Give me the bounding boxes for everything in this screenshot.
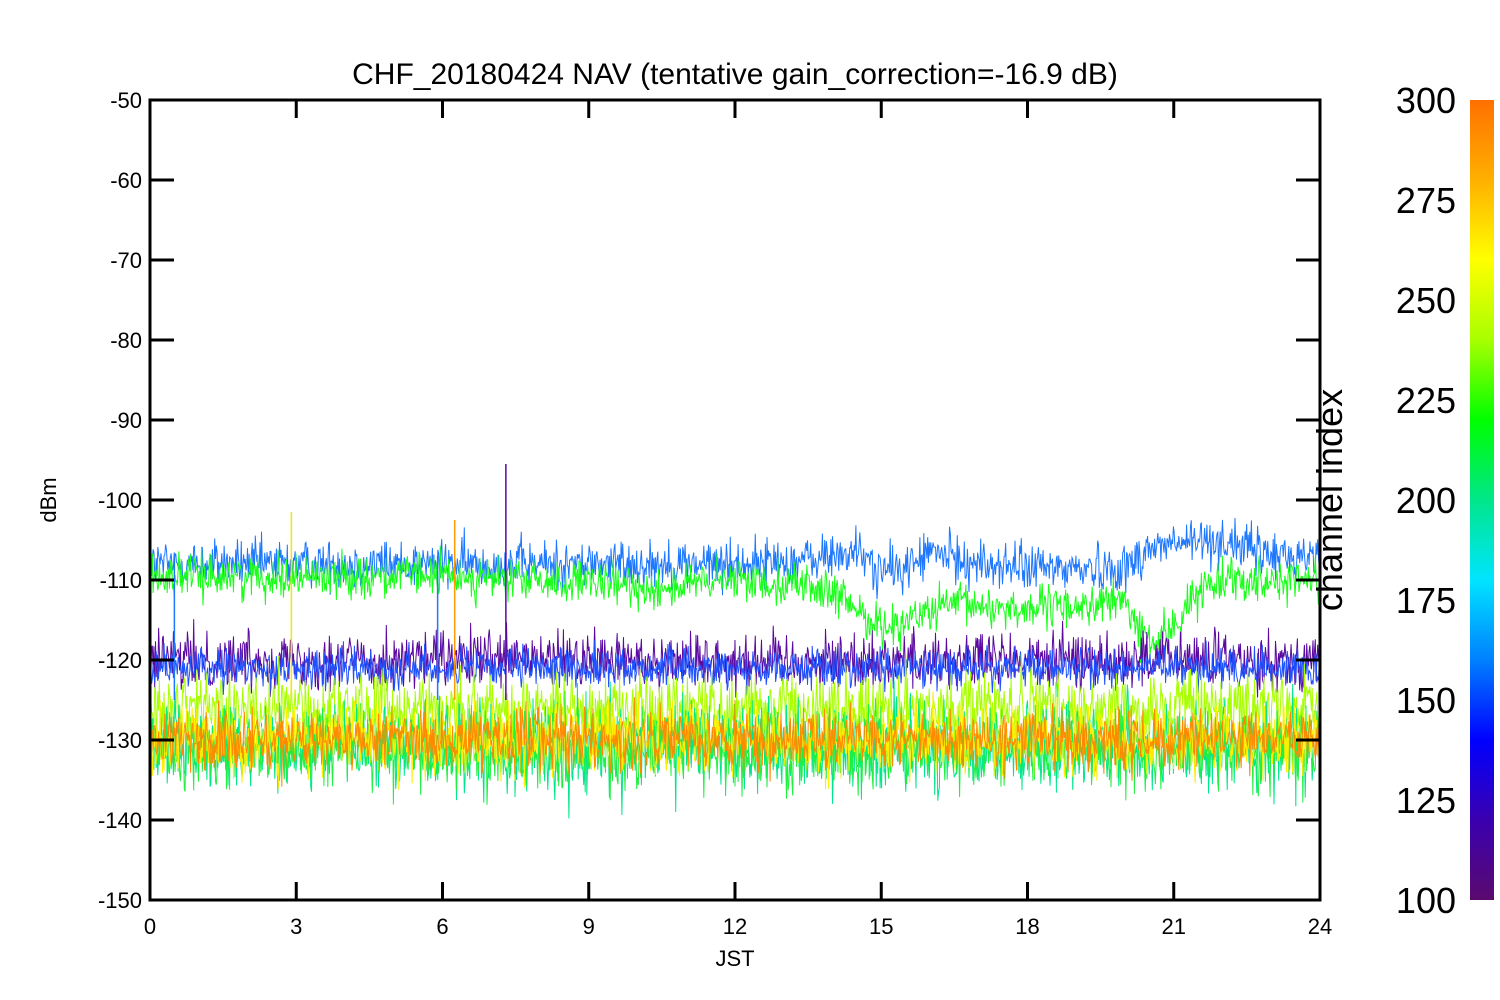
y-tick-label: -150 <box>98 888 142 913</box>
x-axis-label: JST <box>715 946 754 971</box>
y-tick-label: -90 <box>110 408 142 433</box>
colorbar-tick-label: 150 <box>1396 680 1456 721</box>
y-tick-label: -70 <box>110 248 142 273</box>
x-tick-label: 24 <box>1308 914 1332 939</box>
y-tick-label: -130 <box>98 728 142 753</box>
series-line-295 <box>150 697 1320 787</box>
x-tick-label: 3 <box>290 914 302 939</box>
y-tick-label: -140 <box>98 808 142 833</box>
colorbar-tick-label: 250 <box>1396 280 1456 321</box>
series-line-160 <box>150 517 1320 600</box>
data-layer <box>150 464 1320 819</box>
y-tick-label: -120 <box>98 648 142 673</box>
colorbar-tick-label: 100 <box>1396 880 1456 921</box>
x-tick-label: 12 <box>723 914 747 939</box>
colorbar-tick-label: 200 <box>1396 480 1456 521</box>
x-tick-label: 15 <box>869 914 893 939</box>
colorbar-tick-label: 175 <box>1396 580 1456 621</box>
y-axis-label: dBm <box>36 477 61 522</box>
colorbar-label: channel index <box>1309 389 1350 611</box>
y-tick-label: -80 <box>110 328 142 353</box>
colorbar-tick-label: 225 <box>1396 380 1456 421</box>
x-tick-label: 21 <box>1162 914 1186 939</box>
colorbar <box>1470 100 1494 900</box>
series-line-240 <box>150 546 1320 664</box>
x-tick-label: 6 <box>436 914 448 939</box>
y-tick-label: -110 <box>100 568 142 593</box>
x-axis: 0 3 6 9 12 15 18 21 24 <box>144 100 1332 939</box>
x-tick-label: 18 <box>1015 914 1039 939</box>
x-tick-label: 9 <box>583 914 595 939</box>
chart-title: CHF_20180424 NAV (tentative gain_correct… <box>352 58 1118 91</box>
y-tick-label: -100 <box>98 488 142 513</box>
colorbar-tick-label: 275 <box>1396 180 1456 221</box>
colorbar-tick-label: 125 <box>1396 780 1456 821</box>
y-axis: -50 -60 -70 -80 -90 -100 -110 -120 -130 -140 -150 <box>98 88 1320 913</box>
series-line-150 <box>150 640 1320 696</box>
y-tick-label: -50 <box>110 88 142 113</box>
y-tick-label: -60 <box>110 168 142 193</box>
colorbar-tick-label: 300 <box>1396 80 1456 121</box>
colorbar-ticks: 300 275 250 225 200 175 150 125 100 <box>1396 80 1456 921</box>
x-tick-label: 0 <box>144 914 156 939</box>
